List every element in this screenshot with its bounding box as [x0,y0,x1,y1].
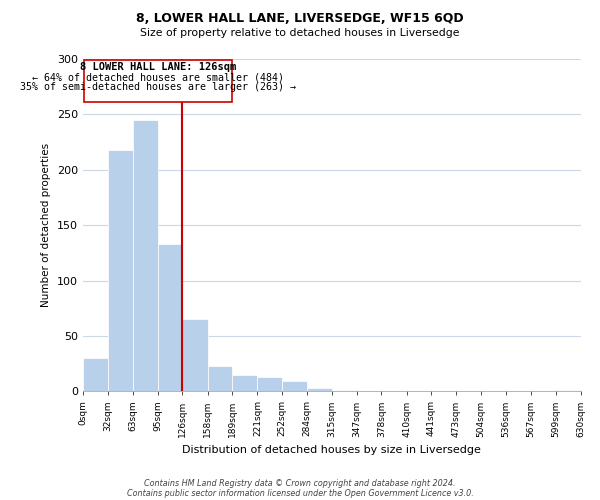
Bar [133,120,158,392]
Text: 8, LOWER HALL LANE, LIVERSEDGE, WF15 6QD: 8, LOWER HALL LANE, LIVERSEDGE, WF15 6QD [136,12,464,26]
Text: ← 64% of detached houses are smaller (484): ← 64% of detached houses are smaller (48… [32,72,284,83]
Bar [83,60,232,102]
Text: 8 LOWER HALL LANE: 126sqm: 8 LOWER HALL LANE: 126sqm [80,62,236,72]
Text: 35% of semi-detached houses are larger (263) →: 35% of semi-detached houses are larger (… [20,82,296,92]
X-axis label: Distribution of detached houses by size in Liversedge: Distribution of detached houses by size … [182,445,481,455]
Bar [257,377,282,392]
Bar [332,390,357,392]
Bar [158,244,182,392]
Bar [208,366,232,392]
Bar [307,388,332,392]
Bar [556,390,581,392]
Y-axis label: Number of detached properties: Number of detached properties [41,143,52,307]
Bar [83,358,108,392]
Bar [108,150,133,392]
Bar [232,374,257,392]
Text: Size of property relative to detached houses in Liversedge: Size of property relative to detached ho… [140,28,460,38]
Text: Contains public sector information licensed under the Open Government Licence v3: Contains public sector information licen… [127,488,473,498]
Text: Contains HM Land Registry data © Crown copyright and database right 2024.: Contains HM Land Registry data © Crown c… [144,478,456,488]
Bar [182,320,208,392]
Bar [282,382,307,392]
